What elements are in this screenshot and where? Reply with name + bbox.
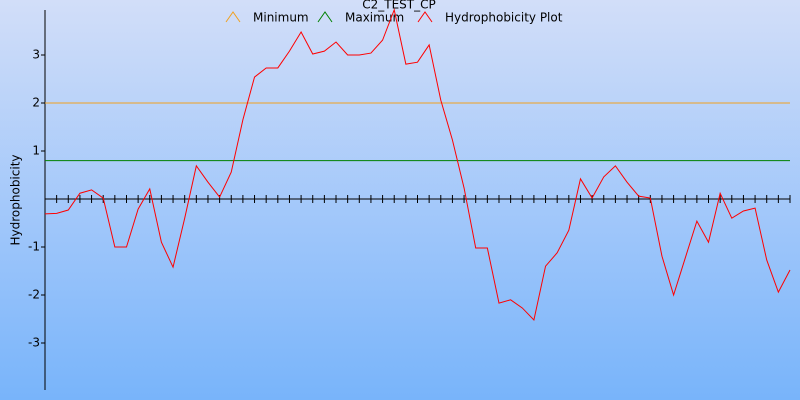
- y-tick-label: -2: [28, 288, 40, 302]
- legend-label: Maximum: [345, 11, 404, 25]
- legend-icon: [225, 11, 241, 23]
- y-axis-label: Hydrophobicity: [9, 154, 23, 245]
- y-tick-label: -1: [28, 240, 40, 254]
- legend-label: Hydrophobicity Plot: [445, 11, 563, 25]
- y-tick-label: 1: [32, 144, 40, 158]
- legend-icon: [317, 11, 333, 23]
- y-tick-label: 3: [32, 48, 40, 62]
- y-tick-label: 2: [32, 96, 40, 110]
- legend-icon: [417, 11, 433, 23]
- data-line: [44, 8, 791, 321]
- chart-title: C2_TEST_CP: [362, 0, 436, 12]
- legend-label: Minimum: [253, 11, 309, 25]
- y-tick-label: -3: [28, 336, 40, 350]
